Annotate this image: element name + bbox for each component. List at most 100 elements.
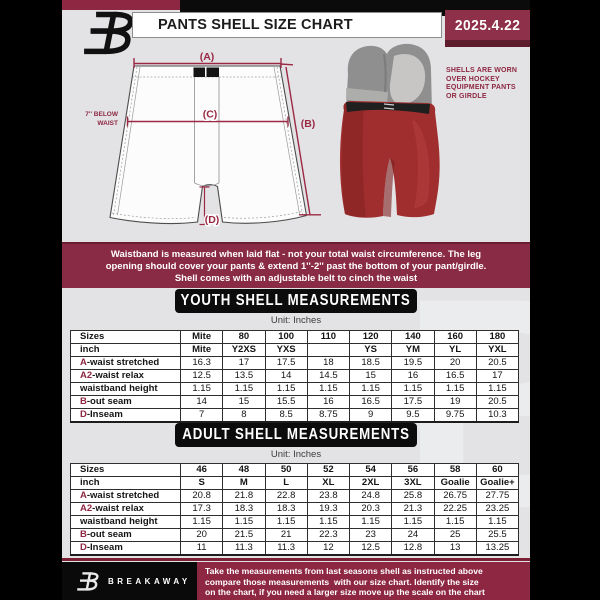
banner-line: Shell comes with an adjustable belt to c… <box>174 273 418 284</box>
table-cell: 17.3 <box>179 502 224 516</box>
table-cell: 1.15 <box>306 515 351 529</box>
table-row: D-Inseam 11 11.3 11.3 12 12.5 12.8 13 13.25 <box>70 541 520 556</box>
measure-label-d: (D) <box>205 214 220 226</box>
table-cell: YXL <box>475 343 520 357</box>
table-cell: 12.5 <box>179 369 224 383</box>
belt-buckle <box>193 67 205 77</box>
table-cell: 12.8 <box>391 541 435 556</box>
table-cell: 11.3 <box>264 541 308 556</box>
table-cell: 19 <box>433 395 477 409</box>
table-cell: 24 <box>391 528 435 542</box>
waist-note-line: 7'' BELOW <box>85 111 118 118</box>
table-cell: 54 <box>348 463 393 477</box>
breakaway-logo-icon <box>80 8 138 61</box>
row-label: inch <box>70 343 181 357</box>
table-cell: 20.5 <box>475 356 520 370</box>
table-cell: 15.5 <box>264 395 308 409</box>
row-label: D-Inseam <box>70 408 181 423</box>
table-cell: 11 <box>179 541 224 556</box>
table-cell: 1.15 <box>475 515 520 529</box>
table-row: waistband height 1.15 1.15 1.15 1.15 1.15 1.15… <box>70 515 520 529</box>
table-cell: 1.15 <box>391 382 435 396</box>
table-cell: 8 <box>222 408 266 423</box>
youth-measurements-table: Sizes Mite 80 100 110 120 140 160 180 inch Mite Y2X… <box>70 330 520 423</box>
banner-line: Waistband is measured when laid flat - n… <box>110 249 482 260</box>
table-cell: 24.8 <box>348 489 393 503</box>
shorts-measurement-diagram: (A) (B) (C) (D) <box>109 51 321 228</box>
table-row: waistband height 1.15 1.15 1.15 1.15 1.15 1.15… <box>70 382 520 396</box>
table-cell: 16.5 <box>433 369 477 383</box>
photo-note-line: OR GIRDLE <box>446 92 487 100</box>
top-red-strip <box>62 0 180 10</box>
table-cell: 20.3 <box>348 502 393 516</box>
table-row: D-Inseam 7 8 8.5 8.75 9 9.5 9.75 10.3 <box>70 408 520 423</box>
table-cell: 26.75 <box>433 489 477 503</box>
table-cell: 1.15 <box>264 382 308 396</box>
table-cell: 1.15 <box>222 382 266 396</box>
table-cell: 20 <box>433 356 477 370</box>
table-cell: 7 <box>179 408 224 423</box>
table-cell: 20.8 <box>179 489 224 503</box>
table-cell: YL <box>433 343 477 357</box>
table-cell <box>306 343 351 357</box>
table-cell: 10.3 <box>475 408 520 423</box>
row-label: B-out seam <box>70 528 181 542</box>
table-cell: 27.75 <box>475 489 520 503</box>
waistband-info-banner: Waistband is measured when laid flat - n… <box>62 242 530 288</box>
table-cell: S <box>179 476 224 490</box>
table-cell: 11.3 <box>222 541 266 556</box>
page-title-box: PANTS SHELL SIZE CHART <box>132 12 442 38</box>
breakaway-logo-small-icon <box>77 572 99 591</box>
table-cell: 17 <box>222 356 266 370</box>
table-cell: 100 <box>264 330 308 344</box>
row-label: Sizes <box>70 330 181 344</box>
table-cell: 110 <box>306 330 351 344</box>
waist-note: 7'' BELOW WAIST <box>78 110 118 128</box>
table-cell: 1.15 <box>179 515 224 529</box>
footer-line: Take the measurements from last seasons … <box>205 566 483 576</box>
table-cell: 140 <box>391 330 435 344</box>
table-cell: 58 <box>433 463 477 477</box>
table-row: B-out seam 14 15 15.5 16 16.5 17.5 19 20.5 <box>70 395 520 409</box>
table-cell: 25.5 <box>475 528 520 542</box>
photo-note-line: OVER HOCKEY <box>446 75 500 83</box>
photo-note: SHELLS ARE WORN OVER HOCKEY EQUIPMENT PA… <box>446 67 530 101</box>
table-cell: 12.5 <box>348 541 393 556</box>
table-cell: Goalie <box>433 476 477 490</box>
table-cell: 46 <box>179 463 224 477</box>
table-cell: 18.5 <box>348 356 393 370</box>
youth-unit-label: Unit: Inches <box>270 315 322 326</box>
table-cell: 2XL <box>348 476 393 490</box>
table-cell: 1.15 <box>264 515 308 529</box>
table-cell: YS <box>348 343 393 357</box>
date-box: 2025.4.22 <box>445 10 530 40</box>
table-cell: 25.8 <box>391 489 435 503</box>
table-cell: 23 <box>348 528 393 542</box>
table-cell: 22.25 <box>433 502 477 516</box>
table-cell: 1.15 <box>433 515 477 529</box>
table-row: A-waist stretched 16.3 17 17.5 18 18.5 19.5 20 2… <box>70 356 520 370</box>
row-label: A2-waist relax <box>70 369 181 383</box>
table-cell: 3XL <box>391 476 435 490</box>
table-cell: YXS <box>264 343 308 357</box>
table-cell: 23.8 <box>306 489 351 503</box>
youth-heading-label: YOUTH SHELL MEASUREMENTS <box>181 292 411 309</box>
row-label: A-waist stretched <box>70 489 181 503</box>
table-cell: 1.15 <box>391 515 435 529</box>
table-cell: 17.5 <box>264 356 308 370</box>
footer-divider-line <box>62 558 530 561</box>
banner-line: opening should cover your pants & extend… <box>105 261 487 272</box>
table-cell: 13.25 <box>475 541 520 556</box>
table-cell: 21 <box>264 528 308 542</box>
table-cell: 50 <box>264 463 308 477</box>
table-cell: 160 <box>433 330 477 344</box>
table-row: A2-waist relax 12.5 13.5 14 14.5 15 16 16.5 17 <box>70 369 520 383</box>
table-cell: 13 <box>433 541 477 556</box>
table-cell: 21.5 <box>222 528 266 542</box>
table-cell: 14 <box>264 369 308 383</box>
table-row: inch S M L XL 2XL 3XL Goalie Goalie+ <box>70 476 520 490</box>
date-box-shadow <box>445 40 530 47</box>
table-cell: 16.3 <box>179 356 224 370</box>
table-cell: 19.5 <box>391 356 435 370</box>
